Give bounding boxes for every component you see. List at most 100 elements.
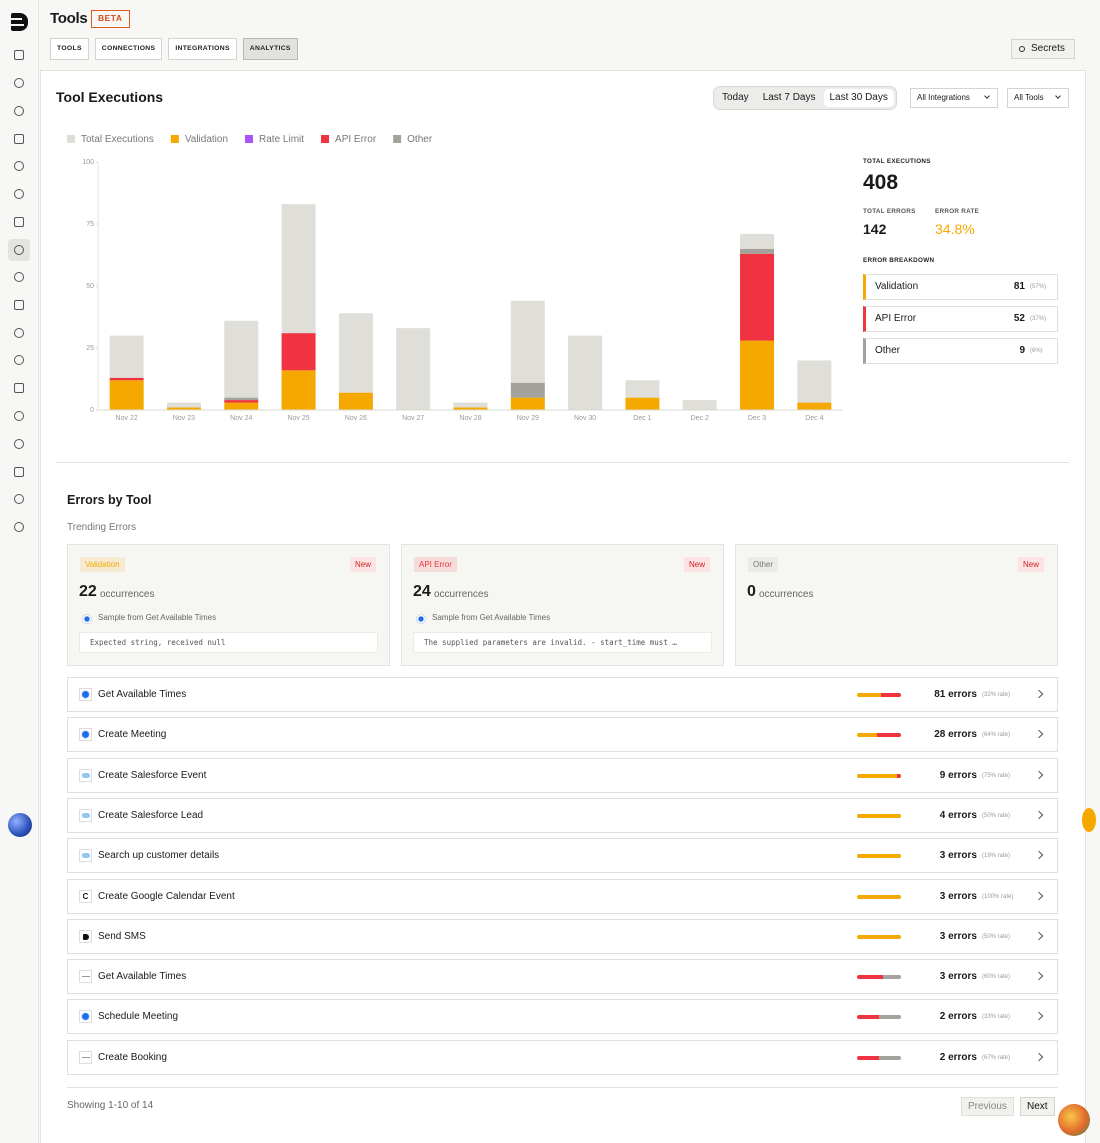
legend-label: API Error [335,134,377,145]
breakdown-item: Other 9 (6%) [863,338,1058,364]
card-badge: New [684,557,711,572]
legend-label: Other [407,134,433,145]
tool-icon [79,688,92,701]
tool-errors: 2 errors [939,1011,977,1023]
row-chevron [1034,730,1044,739]
x-tick-label: Nov 26 [345,415,367,422]
trend-card: Other New 0 occurrences [735,544,1058,666]
nav-icon[interactable] [14,50,24,60]
nav-icon[interactable] [14,78,24,88]
tool-row[interactable]: Get Available Times 81 errors (32% rate) [67,677,1058,712]
page-title: Tools [50,10,88,27]
nav-icon[interactable] [14,189,24,199]
bar-segment [740,253,775,341]
card-message: Expected string, received null [79,632,378,653]
avatar-bottom[interactable] [1058,1104,1090,1136]
mix-bar [857,773,901,778]
tool-row[interactable]: C Create Google Calendar Event 3 errors (10… [67,878,1058,914]
mix-bar [857,894,901,899]
y-tick-label: 75 [86,221,94,228]
chart: Total Executions Validation Rate Limit API … [67,134,843,422]
tool-rate: (32% rate) [982,692,1011,698]
card-count: 22 [79,583,97,600]
mix-segment [879,1055,901,1060]
bar-segment [109,380,144,410]
card-unit: occurrences [434,589,489,600]
legend-swatch [245,135,254,143]
tool-row[interactable]: Get Available Times 3 errors (60% rate) [67,959,1058,995]
tool-icon [79,768,92,782]
nav-icon[interactable] [14,439,24,449]
trend-card: Validation New 22 occurrences Sample from Ge… [67,544,390,666]
mix-segment [879,1015,901,1020]
card-count: 24 [413,583,431,600]
nav-icon[interactable] [14,355,24,365]
pagination-info: Showing 1-10 of 14 [67,1100,154,1111]
tool-row[interactable]: Create Booking 2 errors (67% rate) [67,1039,1058,1075]
mix-bar [857,693,901,697]
legend-label: Total Executions [81,134,154,145]
mix-segment [857,1015,879,1020]
tab[interactable]: CONNECTIONS [94,38,163,60]
tool-name: Create Salesforce Event [98,769,207,781]
nav-icon[interactable] [14,467,24,477]
filter-dropdown[interactable]: All Integrations [910,88,998,108]
next-button[interactable]: Next [1020,1097,1055,1116]
secrets-label: Secrets [1031,43,1065,54]
stat-label: TOTAL EXECUTIONS [863,158,931,165]
bar-segment [281,370,316,410]
range-option[interactable]: Last 30 Days [823,89,894,107]
tool-errors: 2 errors [939,1051,977,1063]
nav-icon[interactable] [14,522,24,532]
nav-icon[interactable] [14,161,24,171]
nav-icon[interactable] [14,106,24,116]
nav-icon[interactable] [14,245,24,255]
tab[interactable]: ANALYTICS [242,38,298,60]
nav-icon[interactable] [14,494,24,504]
tab[interactable]: TOOLS [50,38,89,60]
tool-name: Create Booking [98,1051,167,1063]
nav-icon[interactable] [14,383,24,393]
bar-segment [224,397,259,401]
avatar[interactable] [8,813,32,837]
row-chevron [1034,810,1044,820]
cal-mark [82,1056,90,1058]
tool-rate: (75% rate) [982,772,1011,779]
mix-segment [857,894,901,899]
nav-icon[interactable] [14,328,24,338]
bar-segment [281,204,316,334]
nav-icon[interactable] [14,272,24,282]
tool-row[interactable]: Search up customer details 3 errors (19% r… [67,838,1058,874]
breakdown-share: (37%) [1030,316,1047,322]
nav-icon[interactable] [14,300,24,310]
breakdown-count: 52 [1013,313,1025,324]
legend-swatch [393,135,402,143]
tool-row[interactable]: Create Salesforce Lead 4 errors (50% rate) [67,797,1058,833]
nav-icon[interactable] [14,217,24,227]
tool-row[interactable]: Create Meeting 28 errors (64% rate) [67,717,1058,753]
range-selector: Today Last 7 Days Last 30 Days [713,86,897,110]
secrets-button[interactable]: Secrets [1011,39,1075,59]
tool-row[interactable]: Create Salesforce Event 9 errors (75% rate… [67,757,1058,793]
range-option[interactable]: Today [722,92,749,103]
card-badge: New [1018,557,1045,572]
tool-row[interactable]: Send SMS 3 errors (50% rate) [67,918,1058,954]
key-icon [1019,46,1025,52]
card-unit: occurrences [759,589,814,600]
tool-row[interactable]: Schedule Meeting 2 errors (33% rate) [67,999,1058,1035]
nav-icon[interactable] [14,134,24,144]
row-chevron [1034,689,1044,699]
tool-rate: (33% rate) [982,1014,1011,1021]
range-option[interactable]: Last 7 Days [762,92,816,103]
filter-dropdown[interactable]: All Tools [1007,88,1069,108]
tab[interactable]: INTEGRATIONS [168,38,237,60]
breakdown-count: 9 [1019,345,1025,356]
y-tick-label: 0 [90,407,94,414]
y-tick-label: 50 [86,283,94,290]
prev-button[interactable]: Previous [961,1097,1014,1116]
nav-icon[interactable] [14,411,24,421]
bar-segment [166,402,201,408]
trend-card: API Error New 24 occurrences Sample from Get… [401,544,724,666]
bar-segment [740,248,775,254]
bar-segment [510,300,545,383]
